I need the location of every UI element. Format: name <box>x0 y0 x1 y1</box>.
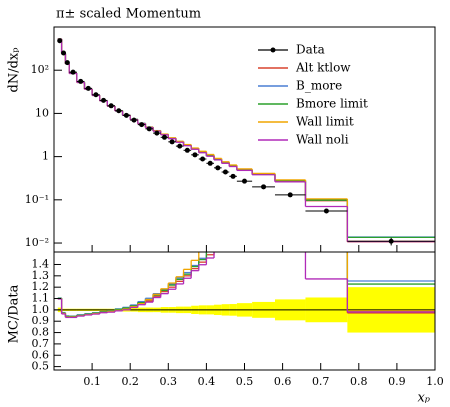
main-frame <box>53 26 436 253</box>
data-point <box>230 173 236 179</box>
data-point <box>388 238 394 244</box>
x-tick-label: 0.3 <box>160 375 178 388</box>
data-point <box>101 97 107 103</box>
ratio-y-tick-label: 1.4 <box>32 257 50 270</box>
data-point <box>323 208 329 214</box>
data-point <box>93 92 99 98</box>
x-tick-label: 0.6 <box>274 375 292 388</box>
chart-title: π± scaled Momentum <box>56 7 201 22</box>
y-tick-label: 10⁻² <box>25 236 49 249</box>
data-point <box>85 85 91 91</box>
legend-swatch <box>270 47 276 53</box>
legend-label: Data <box>296 43 325 57</box>
legend-label: Bmore limit <box>296 97 368 111</box>
data-point <box>70 69 76 75</box>
main-plot-area <box>57 38 435 246</box>
ratio-frame <box>53 251 436 371</box>
data-point <box>261 184 267 190</box>
legend-label: Wall noli <box>296 133 349 147</box>
ratio-y-tick-label: 0.7 <box>32 337 50 350</box>
legend-label: Wall limit <box>296 115 354 129</box>
ratio-y-tick-label: 1.3 <box>32 269 50 282</box>
data-point <box>200 156 206 162</box>
ratio-y-tick-label: 1.1 <box>32 292 50 305</box>
ratio-plot-area <box>54 252 435 333</box>
data-point <box>242 178 247 184</box>
y-tick-label: 10 <box>35 106 49 119</box>
ratio-y-tick-label: 0.8 <box>32 326 50 339</box>
x-tick-label: 0.4 <box>198 375 216 388</box>
ratio-y-tick-label: 0.6 <box>32 348 50 361</box>
data-point <box>61 50 67 56</box>
ratio-y-tick-label: 0.5 <box>32 360 50 373</box>
ratio-axis-label: MC/Data <box>7 284 22 343</box>
data-point <box>116 108 122 114</box>
overlay: 0.1 0.2 0.3 0.4 0.5 0.6 0.7 0.8 0.9 1.010⁻²10⁻¹11… <box>25 43 444 389</box>
data-point <box>207 160 213 166</box>
x-axis-label: xₚ <box>417 391 430 406</box>
x-tick-label: 0.1 <box>83 375 101 388</box>
data-point <box>108 103 114 109</box>
data-point <box>222 169 228 175</box>
x-tick-label: 0.9 <box>388 375 406 388</box>
data-point <box>146 126 152 132</box>
legend-label: B_more <box>296 79 342 93</box>
data-point <box>177 143 183 149</box>
data-point <box>161 134 167 140</box>
data-point <box>154 130 160 136</box>
x-tick-label: 0.5 <box>236 375 254 388</box>
y-tick-label: 10² <box>31 63 49 76</box>
x-tick-label: 0.2 <box>121 375 139 388</box>
data-point <box>192 152 198 158</box>
data-point <box>169 139 175 145</box>
data-point <box>215 165 221 171</box>
y-tick-label: 1 <box>42 150 49 163</box>
data-point <box>64 60 70 66</box>
data-point <box>184 147 190 153</box>
x-tick-label: 0.7 <box>312 375 330 388</box>
y-tick-label: 10⁻¹ <box>25 193 49 206</box>
y-axis-label: dN/dxₚ <box>7 48 22 93</box>
data-point <box>123 112 129 118</box>
x-tick-label: 1.0 <box>426 375 444 388</box>
ratio-y-tick-label: 1.0 <box>32 303 50 316</box>
legend-label: Alt ktlow <box>295 61 351 75</box>
x-tick-label: 0.8 <box>350 375 368 388</box>
data-point <box>139 122 145 128</box>
data-point <box>57 38 63 44</box>
data-point <box>78 78 84 84</box>
data-point <box>131 117 137 123</box>
data-point <box>287 192 293 198</box>
ratio-y-tick-label: 1.2 <box>32 280 50 293</box>
ratio-y-tick-label: 0.9 <box>32 314 50 327</box>
